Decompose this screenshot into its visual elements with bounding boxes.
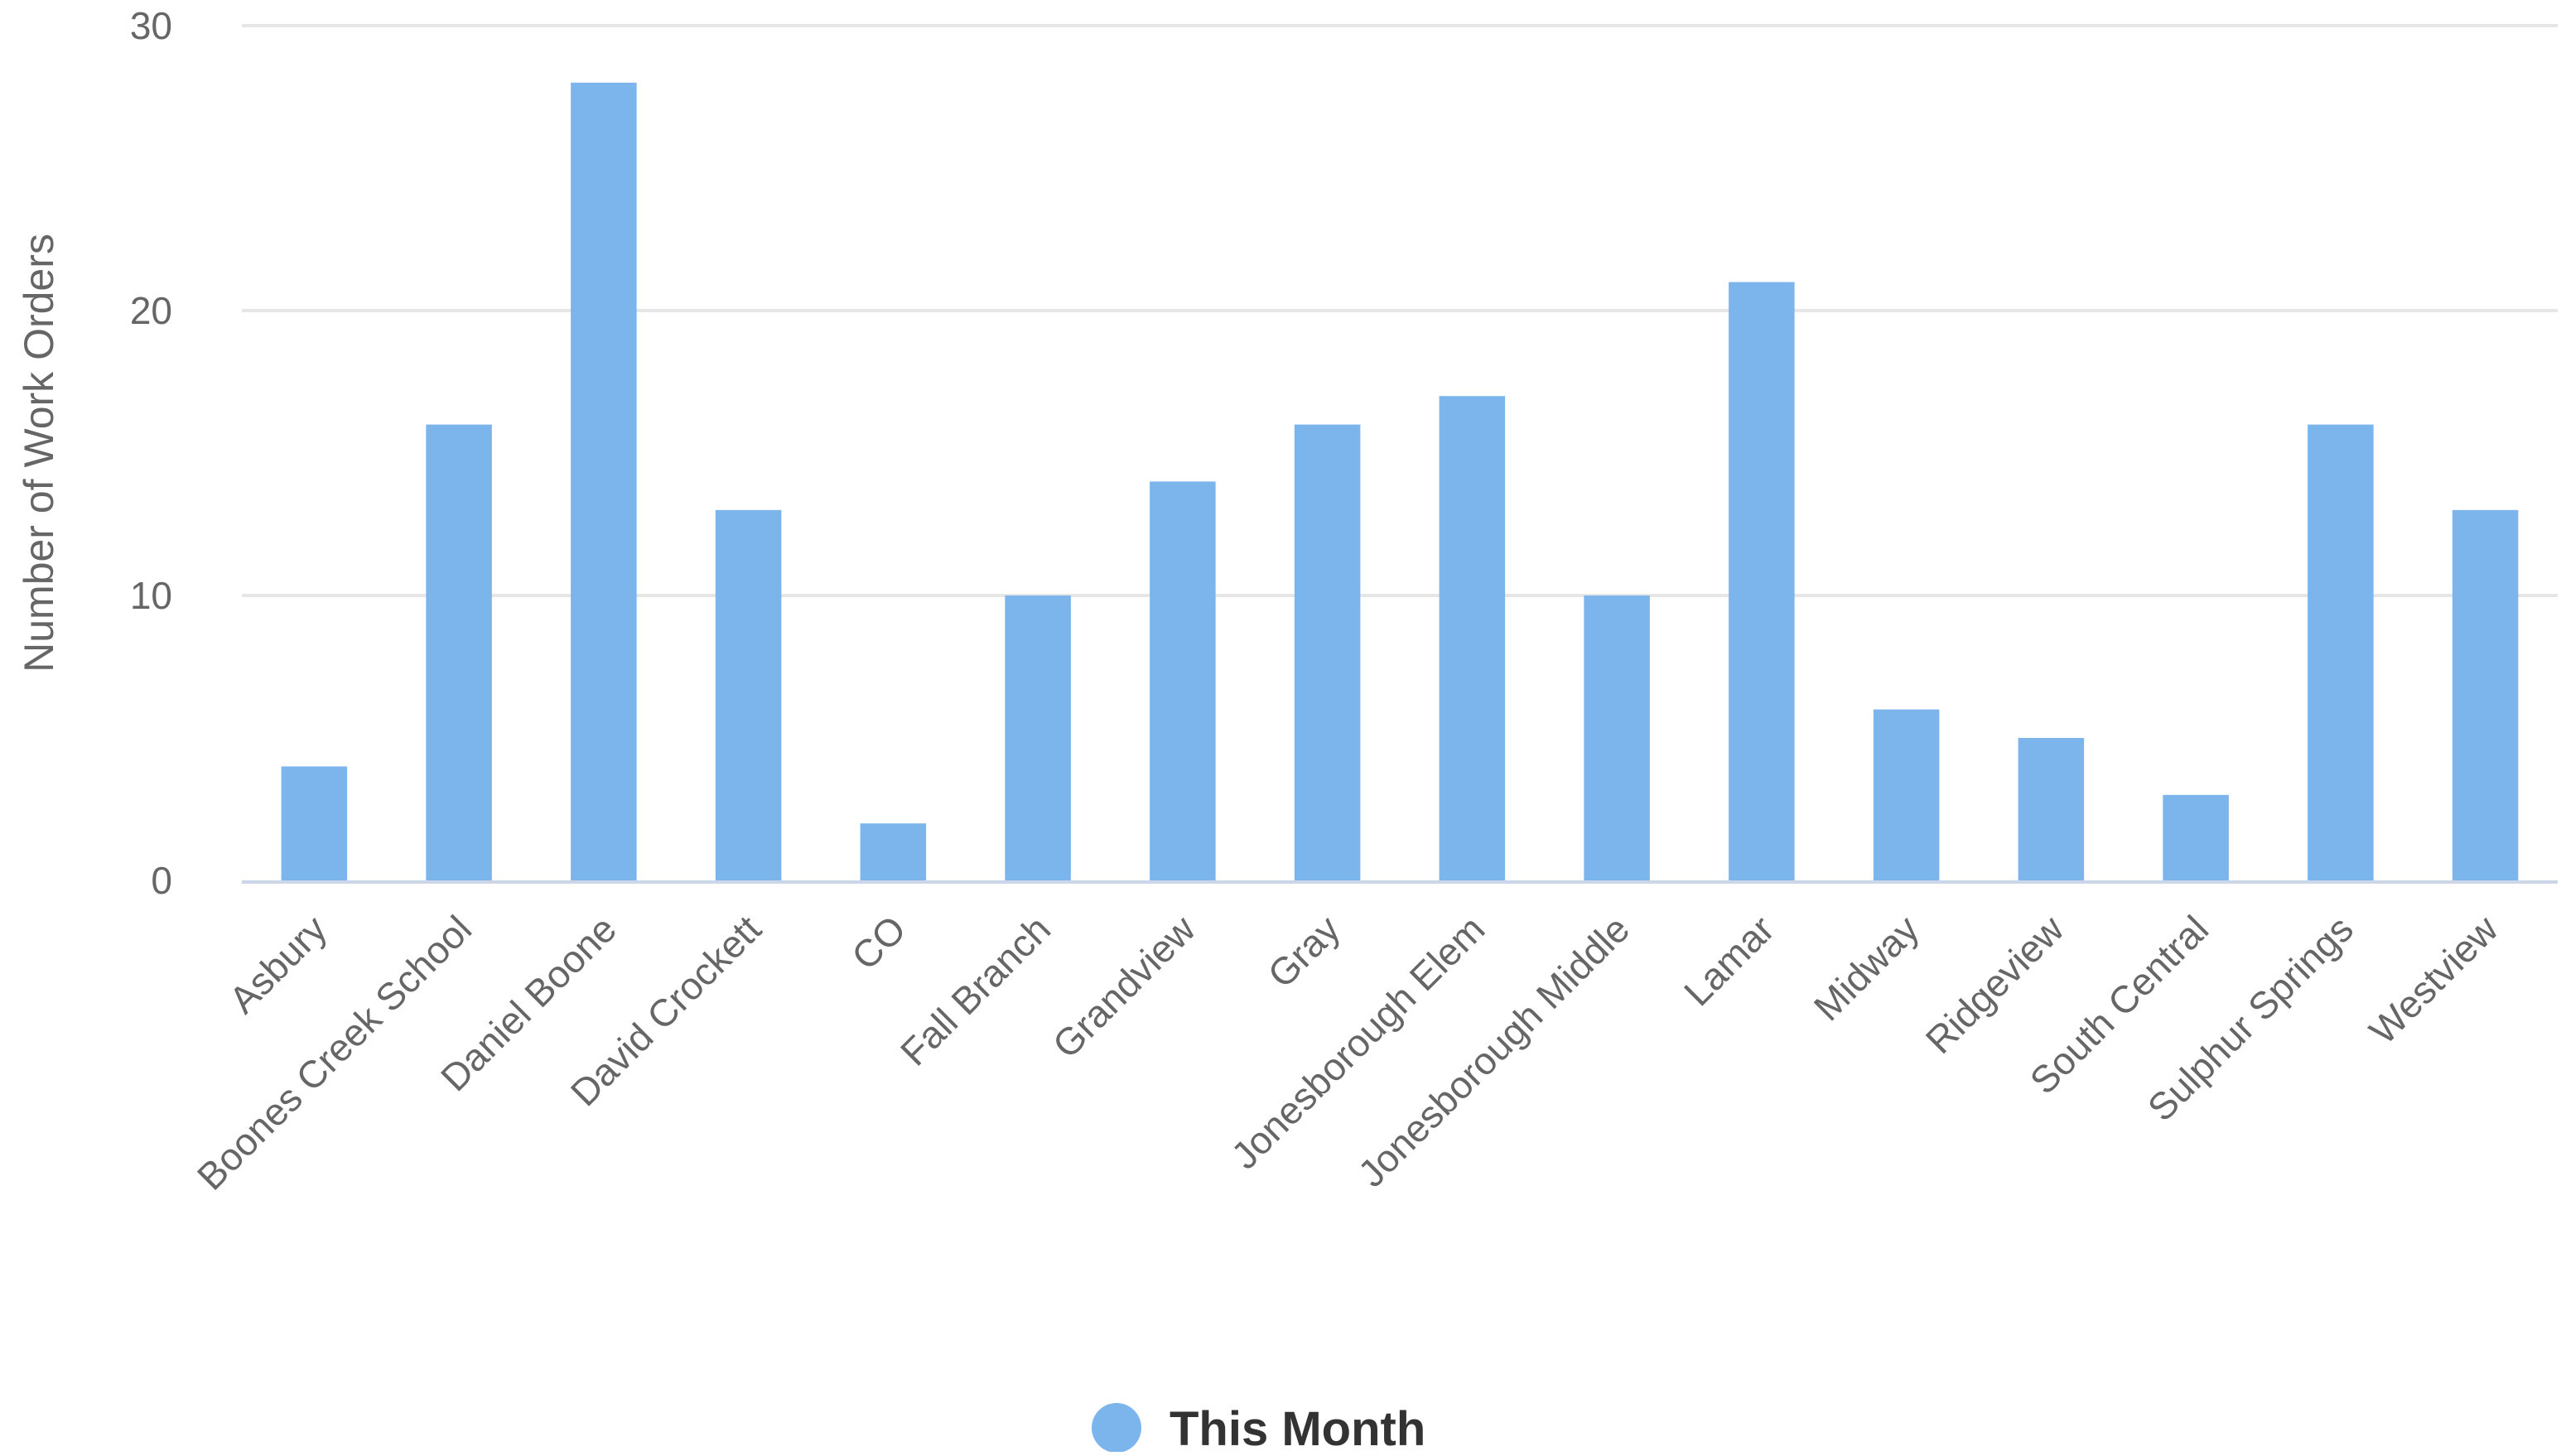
y-axis-title: Number of Work Orders	[16, 234, 62, 673]
bar[interactable]	[281, 766, 348, 880]
y-tick-label: 10	[130, 574, 172, 617]
bar[interactable]	[2018, 738, 2085, 880]
x-tick-label: Jonesborough Elem	[1223, 907, 1493, 1177]
bar[interactable]	[1584, 595, 1650, 880]
x-tick-label: Westview	[2361, 907, 2506, 1053]
x-tick-label: Gray	[1259, 907, 1348, 996]
x-tick-label: Asbury	[220, 907, 335, 1021]
legend[interactable]: This Month	[1092, 1402, 1425, 1456]
bar[interactable]	[2452, 509, 2519, 880]
bar[interactable]	[1439, 396, 1506, 880]
bar[interactable]	[860, 823, 927, 880]
bar[interactable]	[2163, 794, 2229, 880]
x-tick-label: Boones Creek School	[189, 907, 480, 1198]
y-tick-label: 0	[151, 859, 172, 902]
bar[interactable]	[1294, 424, 1361, 880]
x-tick-label: Fall Branch	[892, 907, 1059, 1073]
bar[interactable]	[1873, 709, 1940, 880]
x-tick-label: Midway	[1806, 907, 1927, 1029]
y-axis-ticks: 0 10 20 30	[130, 4, 172, 902]
x-tick-label: Grandview	[1044, 907, 1204, 1067]
x-tick-label: Jonesborough Middle	[1349, 907, 1637, 1195]
y-tick-label: 30	[130, 4, 172, 47]
bars	[281, 82, 2519, 881]
x-tick-label: Lamar	[1676, 907, 1782, 1014]
bar[interactable]	[571, 82, 637, 881]
bar[interactable]	[1150, 481, 1216, 880]
x-tick-label: CO	[843, 907, 914, 978]
bar[interactable]	[715, 509, 782, 880]
bar[interactable]	[1005, 595, 1071, 880]
bar[interactable]	[2308, 424, 2374, 880]
legend-marker-icon	[1092, 1403, 1141, 1453]
bar[interactable]	[426, 424, 492, 880]
y-tick-label: 20	[130, 289, 172, 332]
x-tick-label: Ridgeview	[1917, 907, 2072, 1062]
bar[interactable]	[1729, 282, 1795, 881]
legend-label: This Month	[1170, 1402, 1425, 1452]
